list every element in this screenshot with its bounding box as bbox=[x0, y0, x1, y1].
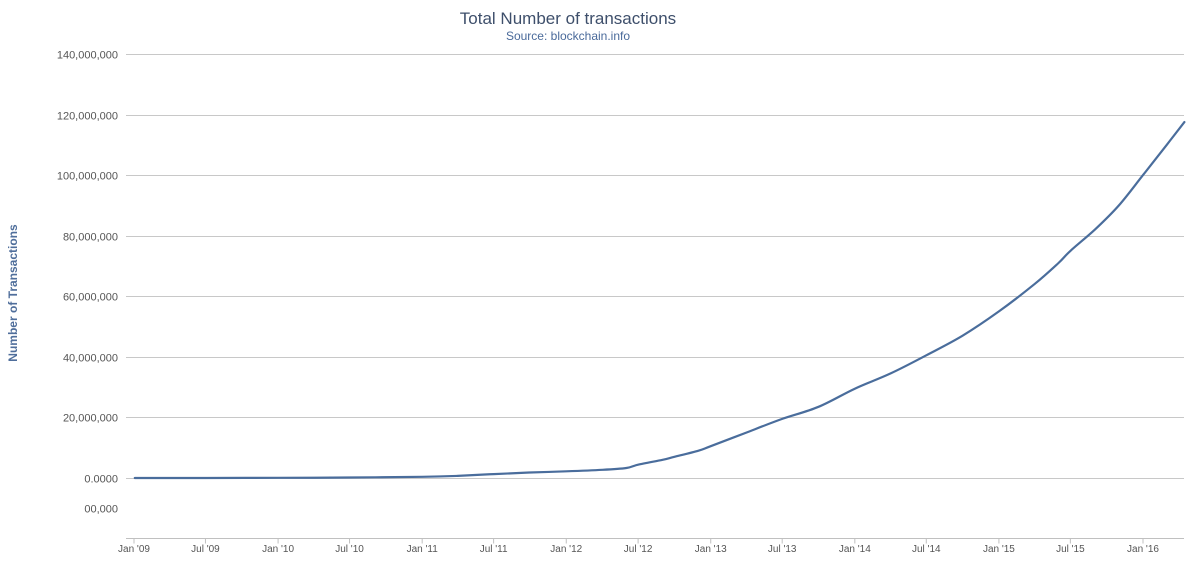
y-tick-label: 00,000 bbox=[84, 504, 118, 516]
x-tick-label: Jul '10 bbox=[335, 544, 364, 555]
x-tick-label: Jan '10 bbox=[262, 544, 294, 555]
y-tick-label: 120,000,000 bbox=[57, 111, 118, 123]
y-tick-label: 80,000,000 bbox=[63, 232, 118, 244]
x-axis: Jan '09 Jul '09 Jan '10 Jul '10 Jan '11 Jul '… bbox=[118, 538, 1184, 555]
x-tick-label: Jan '15 bbox=[983, 544, 1015, 555]
x-tick-label: Jan '16 bbox=[1127, 544, 1159, 555]
x-tick-label: Jan '14 bbox=[839, 544, 871, 555]
chart-title: Total Number of transactions bbox=[460, 9, 676, 28]
x-tick-label: Jul '14 bbox=[912, 544, 941, 555]
y-tick-label: 60,000,000 bbox=[63, 292, 118, 304]
y-tick-label: 40,000,000 bbox=[63, 353, 118, 365]
x-tick-label: Jul '13 bbox=[768, 544, 797, 555]
grid-layer bbox=[126, 54, 1184, 479]
x-tick-label: Jan '12 bbox=[550, 544, 582, 555]
x-tick-label: Jul '09 bbox=[191, 544, 220, 555]
x-tick-label: Jul '11 bbox=[480, 544, 508, 555]
x-tick-label: Jan '11 bbox=[407, 544, 439, 555]
y-tick-label: 20,000,000 bbox=[63, 413, 118, 425]
y-tick-label: 100,000,000 bbox=[57, 171, 118, 183]
chart-subtitle: Source: blockchain.info bbox=[506, 29, 630, 43]
y-tick-label: 0.0000 bbox=[84, 474, 118, 486]
x-tick-label: Jan '09 bbox=[118, 544, 150, 555]
x-tick-label: Jan '13 bbox=[695, 544, 727, 555]
series-layer bbox=[133, 121, 1186, 480]
series-line bbox=[133, 121, 1186, 480]
y-axis-ticks: 140,000,000 120,000,000 100,000,000 80,000,… bbox=[57, 50, 118, 516]
x-tick-label: Jul '12 bbox=[624, 544, 653, 555]
y-tick-label: 140,000,000 bbox=[57, 50, 118, 62]
x-tick-label: Jul '15 bbox=[1056, 544, 1085, 555]
y-axis-title: Number of Transactions bbox=[6, 224, 20, 362]
